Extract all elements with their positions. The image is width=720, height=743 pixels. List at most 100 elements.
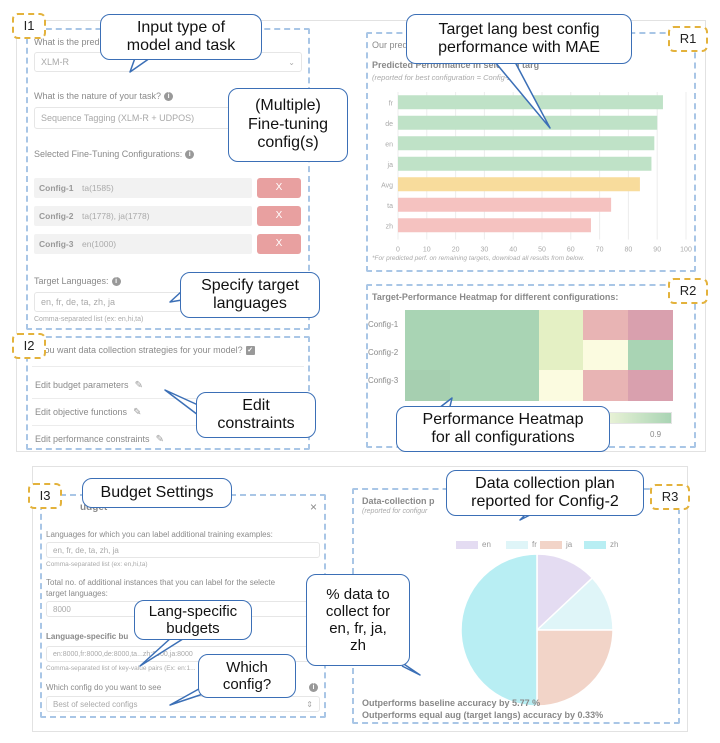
task-question: What is the nature of your task? i [34, 91, 174, 102]
edit-icon: ✎ [133, 407, 142, 418]
heatmap-cell [494, 340, 539, 371]
callout-budget: Budget Settings [82, 478, 232, 508]
pie-slice [536, 629, 614, 707]
label-langs-input[interactable]: en, fr, de, ta, zh, ja [46, 542, 320, 558]
config-row: Config-3 en(1000) [34, 234, 252, 254]
heatmap-cell [449, 370, 495, 401]
info-icon[interactable]: i [185, 150, 195, 160]
heatmap-row-label: Config-2 [368, 348, 399, 357]
bar [398, 197, 612, 212]
tag-r3: R3 [650, 484, 690, 510]
y-tick-label: zh [386, 223, 394, 230]
edit-icon: ✎ [134, 380, 143, 391]
total-instances-question-2: target languages: [46, 589, 108, 598]
pie-slice [460, 553, 538, 707]
info-icon[interactable]: i [164, 92, 174, 102]
model-question: What is the predicted ... task? [34, 37, 153, 47]
r1-footnote: *For predicted perf. on remaining target… [372, 255, 585, 262]
heatmap-row-label: Config-1 [368, 320, 399, 329]
performance-bar-chart: 0 10 20 30 40 50 60 70 80 90 100 fr de en ja Avg ta zh [381, 92, 692, 253]
tag-i1: I1 [12, 13, 46, 39]
bar [398, 95, 663, 110]
close-icon[interactable]: × [310, 500, 318, 514]
configs-label: Selected Fine-Tuning Configurations: i [34, 149, 195, 160]
callout-which-config: Which config? [198, 654, 296, 698]
x-tick-label: 20 [452, 247, 460, 253]
edit-budget-link[interactable]: Edit budget parameters ✎ [35, 380, 143, 391]
config-select[interactable]: Best of selected configs ⇕ [46, 696, 320, 712]
y-tick-label: fr [389, 100, 394, 107]
tag-i3: I3 [28, 483, 62, 509]
y-tick-label: Avg [381, 182, 393, 189]
heatmap-cell [405, 310, 450, 341]
heatmap-cell [583, 340, 628, 371]
checkbox-icon[interactable]: ✓ [245, 346, 255, 356]
target-languages-input[interactable]: en, fr, de, ta, zh, ja [34, 292, 184, 312]
legend-label: fr [532, 540, 537, 549]
legend-swatch [456, 541, 478, 549]
heatmap-cell [538, 310, 584, 341]
data-collection-pie-chart [460, 553, 614, 707]
y-tick-label: en [385, 141, 393, 148]
heatmap-cell [494, 310, 539, 341]
data-collection-question: you want data collection strategies for … [40, 345, 255, 356]
r3-title: Data-collection p [362, 496, 435, 506]
y-tick-label: ta [387, 203, 393, 210]
config-row: Config-1 ta(1585) [34, 178, 252, 198]
y-tick-label: ja [387, 162, 394, 169]
tag-r2: R2 [668, 278, 708, 304]
colorbar-tick: 0.9 [650, 430, 662, 439]
callout-constraints: Edit constraints [196, 392, 316, 438]
heatmap-cell [405, 370, 450, 401]
callout-target-languages: Specify target languages [180, 272, 320, 318]
legend-label: zh [610, 540, 619, 549]
heatmap-cell [538, 340, 584, 371]
target-languages-help: Comma-separated list (ex: en,hi,ta) [34, 316, 144, 323]
heatmap-cell [494, 370, 539, 401]
x-tick-label: 40 [509, 247, 517, 253]
info-icon[interactable]: i [309, 683, 318, 692]
heatmap-cell [538, 370, 584, 401]
remove-config-button[interactable]: X [257, 234, 301, 254]
r1-header: Our pred [372, 40, 408, 50]
callout-lang-budgets: Lang-specific budgets [134, 600, 252, 640]
model-select-value: XLM-R [41, 57, 70, 67]
lang-specific-help: Comma-separated list of key-value pairs … [46, 665, 196, 672]
r1-subtitle: (reported for best configuration = Confi… [372, 73, 514, 82]
bar [398, 156, 652, 171]
x-tick-label: 50 [538, 247, 546, 253]
edit-icon: ✎ [155, 434, 164, 445]
x-tick-label: 30 [481, 247, 489, 253]
config-question: Which config do you want to see [46, 683, 162, 692]
x-tick-label: 60 [567, 247, 575, 253]
callout-input-type: Input type of model and task [100, 14, 262, 60]
r3-subtitle: (reported for configur [362, 508, 428, 515]
chevron-updown-icon: ⇕ [306, 699, 313, 709]
heatmap-cell [583, 370, 628, 401]
r2-title: Target-Performance Heatmap for different… [372, 292, 619, 302]
heatmap-cell [583, 310, 628, 341]
x-tick-label: 70 [596, 247, 604, 253]
heatmap-cell [449, 340, 495, 371]
tag-r1: R1 [668, 26, 708, 52]
legend-label: en [482, 540, 491, 549]
legend-swatch [584, 541, 606, 549]
label-langs-question: Languages for which you can label additi… [46, 530, 273, 539]
lang-specific-question: Language-specific bu [46, 632, 129, 641]
pie-slice [536, 553, 594, 632]
legend-swatch [506, 541, 528, 549]
total-instances-question: Total no. of additional instances that y… [46, 578, 276, 587]
remove-config-button[interactable]: X [257, 178, 301, 198]
pie-legend: en fr ja zh [456, 540, 656, 552]
legend-swatch [540, 541, 562, 549]
x-tick-label: 0 [396, 247, 400, 253]
info-icon[interactable]: i [111, 277, 121, 287]
edit-constraints-link[interactable]: Edit performance constraints ✎ [35, 434, 164, 445]
edit-objective-link[interactable]: Edit objective functions ✎ [35, 407, 142, 418]
remove-config-button[interactable]: X [257, 206, 301, 226]
callout-heatmap: Performance Heatmap for all configuratio… [396, 406, 610, 452]
x-tick-label: 90 [653, 247, 661, 253]
heatmap-cell [449, 310, 495, 341]
bar [398, 136, 655, 151]
target-languages-label: Target Languages: i [34, 276, 121, 287]
